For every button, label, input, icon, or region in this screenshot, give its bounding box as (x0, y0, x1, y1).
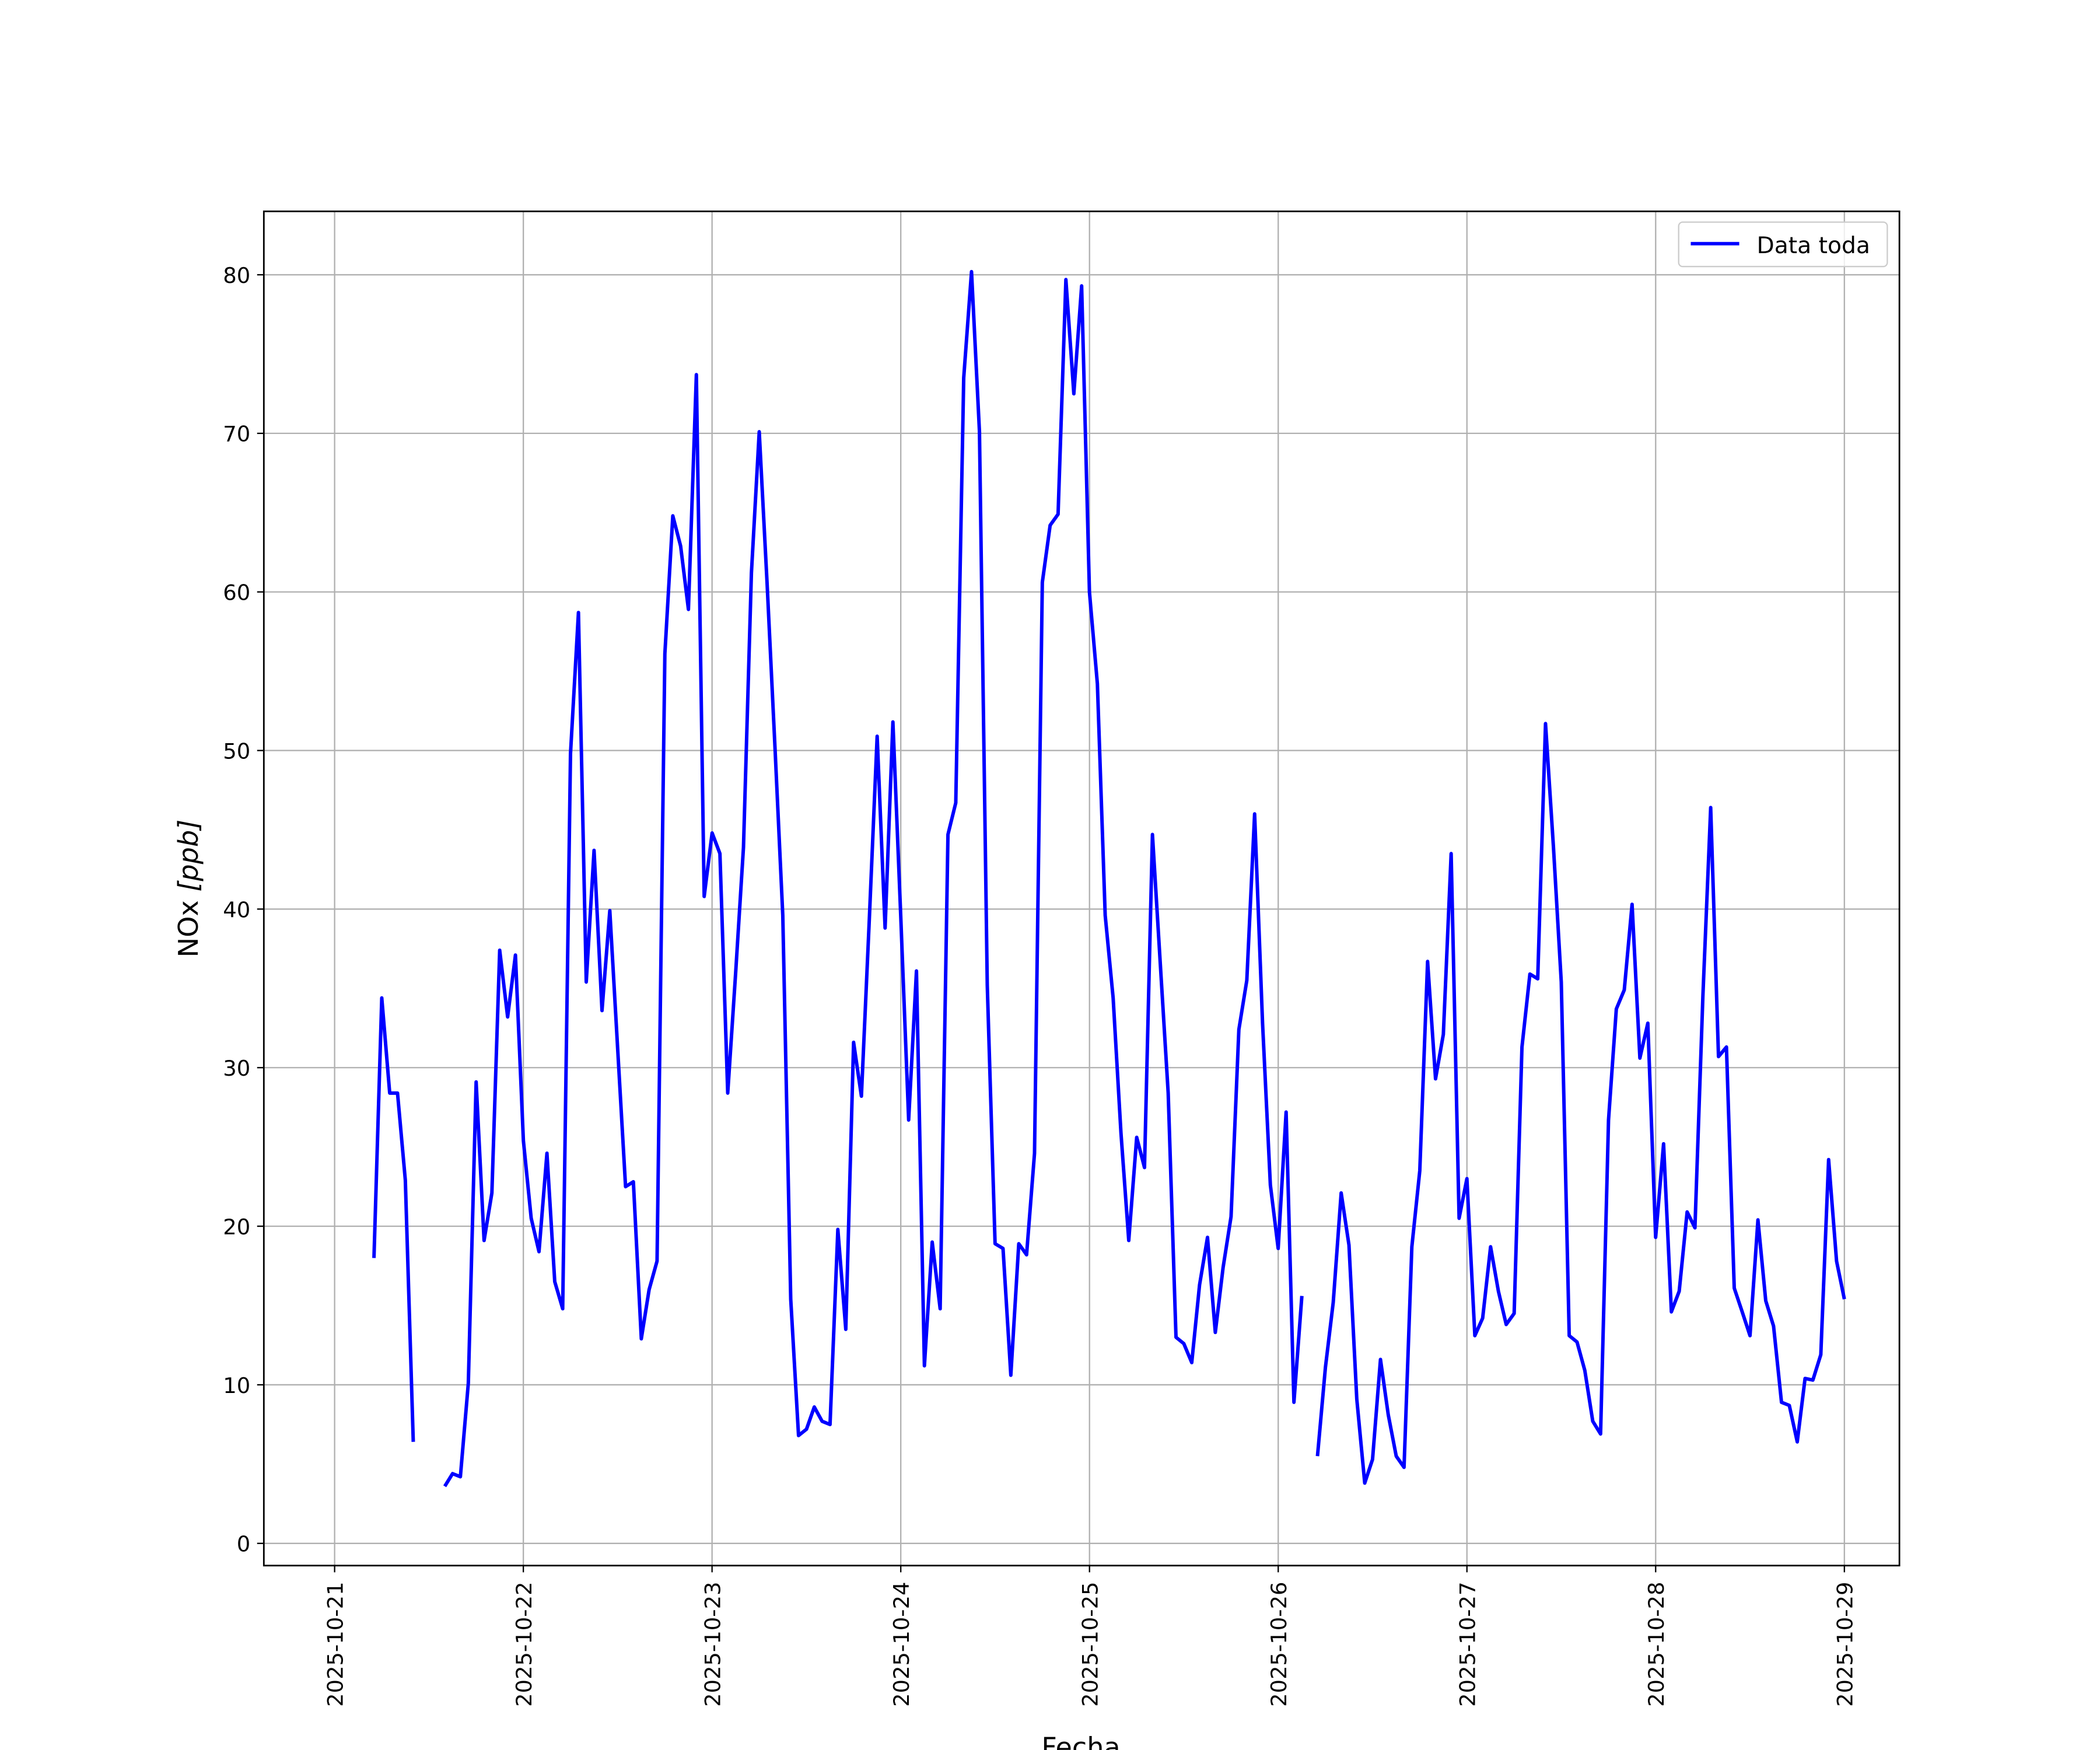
axes-frame (262, 210, 1901, 1567)
x-tick-label: 2025-10-22 (512, 1582, 537, 1707)
x-tick-label: 2025-10-29 (1833, 1582, 1858, 1707)
legend: Data toda (1678, 221, 1888, 268)
legend-label: Data toda (1757, 233, 1870, 259)
y-tick-label: 40 (223, 897, 250, 922)
x-axis-label: Fecha (1041, 1732, 1120, 1750)
y-tick-label: 60 (223, 580, 250, 606)
x-tick-label: 2025-10-28 (1644, 1582, 1669, 1707)
x-tick-label: 2025-10-26 (1266, 1582, 1292, 1707)
series-line-segment (443, 270, 1304, 1488)
x-tick-label: 2025-10-24 (889, 1582, 914, 1707)
y-tick-label: 30 (223, 1056, 250, 1081)
x-tick-label: 2025-10-21 (323, 1582, 348, 1707)
y-tick-label: 0 (237, 1532, 250, 1557)
y-axis-label-unit: [ppb] (173, 820, 204, 892)
y-tick-label: 10 (223, 1373, 250, 1398)
grid (264, 211, 1900, 1566)
y-axis-label: NOx [ppb] (173, 820, 204, 958)
y-tick-label: 70 (223, 422, 250, 447)
x-tick-label: 2025-10-27 (1455, 1582, 1480, 1707)
x-axis-ticks: 2025-10-21 2025-10-22 2025-10-23 2025-10-24… (323, 1565, 1858, 1707)
legend-box (1678, 221, 1888, 268)
series-line-segment (372, 996, 415, 1442)
y-axis-label-main: NOx (173, 892, 204, 958)
y-axis-ticks: 0 10 20 30 40 50 60 70 80 (223, 263, 264, 1557)
x-tick-label: 2025-10-23 (701, 1582, 726, 1707)
y-tick-label: 50 (223, 738, 250, 764)
plot-area (372, 270, 1846, 1488)
x-tick-label: 2025-10-25 (1078, 1582, 1103, 1707)
y-tick-label: 20 (223, 1214, 250, 1240)
y-tick-label: 80 (223, 263, 250, 288)
series-line-segment (1315, 722, 1846, 1485)
